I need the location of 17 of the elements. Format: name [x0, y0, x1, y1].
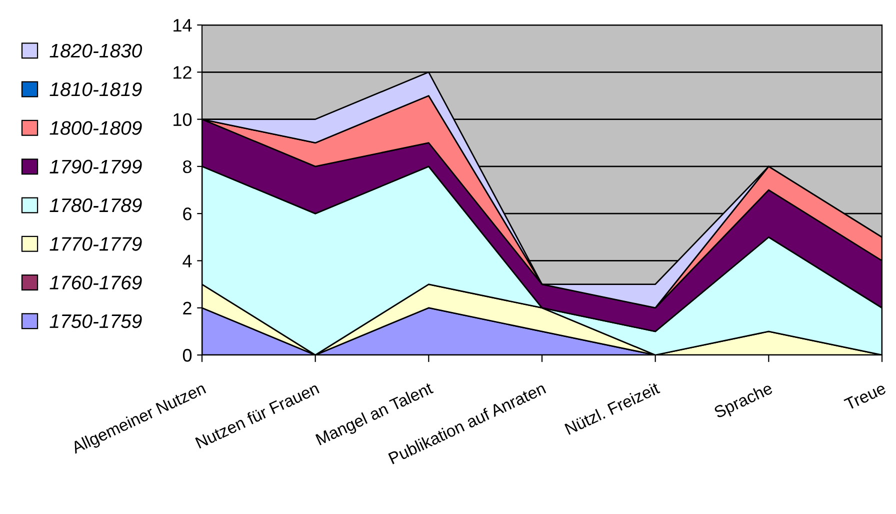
legend-label: 1750-1759 — [50, 314, 142, 328]
y-tick-label: 4 — [182, 254, 192, 268]
legend-label: 1770-1779 — [50, 237, 142, 251]
y-tick-label: 0 — [182, 348, 192, 362]
legend-label: 1810-1819 — [50, 82, 142, 96]
legend-label: 1790-1799 — [50, 160, 142, 174]
y-tick-label: 2 — [183, 302, 192, 314]
x-tick-label: Treue — [844, 382, 887, 410]
y-tick-label: 6 — [183, 208, 192, 220]
y-tick-label: 10 — [174, 113, 192, 126]
y-tick-label: 12 — [174, 66, 192, 79]
y-tick-label: 14 — [174, 19, 192, 32]
legend-label: 1760-1769 — [50, 276, 142, 290]
legend-label: 1800-1809 — [50, 121, 142, 135]
legend-label: 1780-1789 — [50, 198, 142, 212]
legend-label: 1820-1830 — [50, 44, 142, 58]
y-tick-label: 8 — [183, 160, 192, 174]
